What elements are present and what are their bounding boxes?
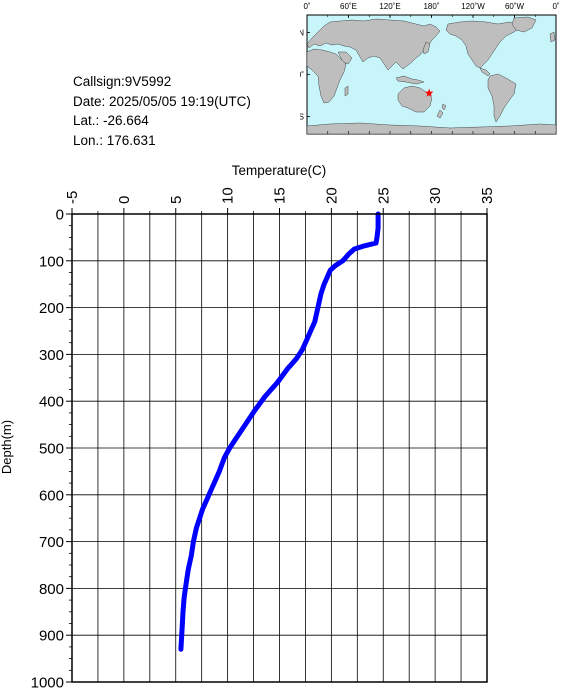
station-info: Callsign:9V5992 Date: 2025/05/05 19:19(U… xyxy=(73,72,251,150)
x-axis-label: Temperature(C) xyxy=(232,163,327,178)
x-tick-label: 5 xyxy=(168,196,185,204)
map-lon-label: 180˚ xyxy=(423,2,439,11)
minor-ticks xyxy=(69,211,462,671)
x-tick-label: 35 xyxy=(479,187,496,204)
new-zealand xyxy=(436,109,444,119)
y-tick-label: 0 xyxy=(56,207,64,224)
x-tick-label: 30 xyxy=(427,187,444,204)
y-tick-label: 1000 xyxy=(31,675,64,690)
y-tick-label: 500 xyxy=(39,441,64,458)
africa-landmass xyxy=(306,48,347,104)
map-lon-label: 60˚E xyxy=(340,2,357,11)
temperature-depth-chart: Temperature(C) Depth(m) -5 0 5 10 15 20 25 30 35… xyxy=(0,163,496,690)
x-tick-labels: -5 0 5 10 15 20 25 30 35 xyxy=(64,187,496,214)
callsign-text: Callsign:9V5992 xyxy=(73,74,172,89)
new-zealand-north xyxy=(441,103,447,111)
north-america-landmass xyxy=(445,20,523,69)
y-tick-label: 700 xyxy=(39,534,64,551)
map-longitude-labels: 0˚ 60˚E 120˚E 180˚ 120˚W 60˚W 0˚ xyxy=(303,2,560,18)
map-lat-label: 0˚ xyxy=(300,71,304,80)
y-tick-label: 900 xyxy=(39,628,64,645)
star-icon xyxy=(424,88,434,97)
map-lat-label: 60˚S xyxy=(300,113,304,122)
lon-text: Lon.: 176.631 xyxy=(73,132,156,148)
map-lon-label: 120˚E xyxy=(379,2,400,11)
map-lon-label: 60˚W xyxy=(505,2,525,11)
south-america-landmass xyxy=(487,73,517,123)
plot-frame xyxy=(71,213,488,683)
y-tick-label: 400 xyxy=(39,394,64,411)
x-tick-label: 25 xyxy=(375,187,392,204)
japan xyxy=(422,41,431,55)
x-tick-label: 15 xyxy=(272,187,289,204)
date-text: Date: 2025/05/05 19:19(UTC) xyxy=(73,93,251,109)
map-lon-label: 120˚W xyxy=(461,2,485,11)
location-map: 0˚ 60˚E 120˚E 180˚ 120˚W 60˚W 0˚ 60˚N 0˚ 60˚S xyxy=(300,2,560,135)
x-tick-label: 10 xyxy=(220,187,237,204)
station-marker xyxy=(424,88,434,97)
britain xyxy=(549,31,556,43)
chart-grid xyxy=(72,214,487,682)
x-tick-label: 0 xyxy=(116,196,133,204)
y-tick-labels: 0 100 200 300 400 500 600 700 800 900 1000 xyxy=(31,207,72,690)
y-tick-label: 200 xyxy=(39,300,64,317)
madagascar xyxy=(344,85,349,97)
y-tick-label: 300 xyxy=(39,347,64,364)
y-tick-label: 100 xyxy=(39,253,64,270)
map-lon-label: 0˚ xyxy=(303,2,310,11)
lat-text: Lat.: -26.664 xyxy=(73,113,149,129)
map-lon-label: 0˚ xyxy=(552,2,559,11)
x-tick-label: -5 xyxy=(64,191,81,204)
map-latitude-labels: 60˚N 0˚ 60˚S xyxy=(300,29,310,122)
greenland xyxy=(511,16,537,33)
y-axis-label: Depth(m) xyxy=(0,420,14,474)
central-america xyxy=(479,67,491,77)
y-tick-label: 800 xyxy=(39,581,64,598)
y-tick-label: 600 xyxy=(39,487,64,504)
x-tick-label: 20 xyxy=(323,187,340,204)
australia-landmass xyxy=(397,85,433,113)
indonesia-islands xyxy=(395,75,425,85)
eurasia-landmass xyxy=(306,18,441,71)
temperature-profile-line xyxy=(178,211,381,652)
map-lat-label: 60˚N xyxy=(300,29,304,38)
